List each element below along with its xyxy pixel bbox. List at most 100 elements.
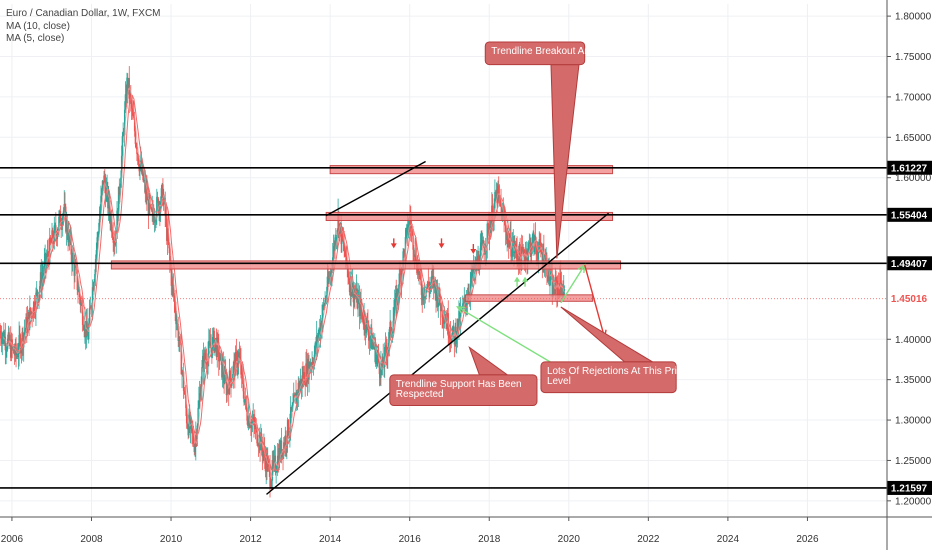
candle-body-down: [153, 215, 155, 223]
candle-body-up: [267, 460, 269, 471]
candle-body-down: [144, 179, 147, 195]
candle-body-down: [354, 293, 356, 296]
note-box: [389, 374, 538, 407]
candle-body-up: [97, 234, 99, 238]
candle-body-up: [276, 455, 279, 470]
rejection-arrow-head: [390, 243, 397, 249]
candle-body-down: [285, 435, 287, 447]
candle-body-up: [101, 180, 104, 190]
candle-body-down: [202, 355, 205, 372]
candle-body-up: [293, 395, 295, 403]
candle-body-down: [261, 447, 264, 457]
candle-body-up: [233, 360, 235, 366]
candle-body-down: [385, 345, 387, 352]
candle-body-down: [524, 257, 526, 263]
candle-body-up: [459, 310, 462, 324]
time-tick-label: 2018: [478, 534, 501, 545]
candle-body-up: [394, 293, 397, 300]
candle-body-down: [555, 277, 557, 281]
candle-body-up: [458, 310, 460, 330]
candle-body-down: [79, 297, 82, 305]
candle-body-down: [182, 371, 184, 373]
candle-body-up: [5, 349, 7, 351]
candle-body-down: [52, 230, 54, 243]
candle-body-down: [505, 232, 508, 240]
candle-body-down: [517, 258, 519, 260]
candle-body-down: [410, 219, 412, 229]
candle-body-up: [148, 196, 150, 215]
candle-body-down: [173, 295, 176, 301]
candle-body-up: [189, 418, 192, 430]
candle-body-down: [333, 245, 335, 251]
rejection-arrow-head: [438, 243, 445, 249]
candle-body-down: [247, 420, 249, 427]
level-badge: [887, 256, 932, 271]
candle-body-up: [472, 265, 474, 279]
candle-body-up: [65, 220, 68, 232]
price-tick-label: 1.40000: [895, 335, 932, 346]
candle-body-up: [250, 421, 253, 429]
candle-body-up: [549, 279, 551, 281]
candle-body-down: [320, 323, 322, 329]
candle-body-down: [507, 233, 510, 248]
candle-body-down: [167, 228, 169, 243]
candle-body-up: [455, 336, 458, 344]
candle-body-up: [39, 272, 42, 287]
bounce-arrow-head: [514, 276, 521, 282]
candle-body-up: [94, 259, 97, 275]
candle-body-up: [252, 417, 254, 422]
candle-body-down: [33, 301, 36, 313]
candle-body-down: [8, 332, 10, 345]
candle-body-down: [104, 175, 106, 186]
candle-body-down: [310, 365, 313, 367]
candle-body-down: [433, 275, 435, 288]
candle-body-down: [36, 290, 39, 297]
candle-body-up: [93, 281, 95, 291]
candle-body-down: [170, 268, 173, 286]
candle-body-down: [26, 317, 28, 333]
candle-body-up: [156, 196, 158, 218]
candle-body-up: [529, 242, 531, 244]
candle-body-up: [520, 246, 523, 270]
candle-body-up: [224, 370, 226, 383]
chart-legend: Euro / Canadian Dollar, 1W, FXCM MA (10,…: [6, 8, 161, 44]
legend-ma5: MA (5, close): [6, 33, 64, 44]
candle-body-up: [509, 232, 511, 243]
candle-body-down: [225, 377, 228, 396]
candle-body-up: [124, 94, 127, 110]
candle-body-down: [327, 276, 329, 283]
candle-body-up: [273, 455, 276, 458]
projection-arrow-head: [456, 306, 466, 315]
candle-body-down: [559, 272, 562, 283]
candle-body-up: [6, 338, 9, 350]
candle-body-up: [341, 228, 343, 244]
candle-body-down: [240, 359, 242, 375]
candle-body-up: [433, 279, 436, 288]
candle-body-up: [508, 242, 511, 248]
candle-body-down: [28, 312, 30, 329]
candle-body-up: [331, 270, 333, 273]
candle-body-down: [177, 323, 179, 341]
candle-body-down: [172, 278, 174, 285]
candle-body-up: [325, 299, 327, 301]
candle-body-up: [23, 332, 26, 335]
candle-body-up: [380, 363, 382, 378]
candle-body-down: [309, 362, 311, 370]
candle-body-down: [472, 265, 475, 274]
candle-body-up: [286, 419, 289, 445]
candle-body-up: [42, 274, 44, 277]
candle-body-down: [133, 115, 135, 119]
candle-body-down: [71, 254, 73, 264]
candle-body-down: [304, 384, 306, 386]
candle-body-down: [343, 242, 345, 252]
candle-body-down: [40, 272, 43, 289]
candle-body-down: [536, 247, 538, 256]
note-text: Respected: [396, 389, 444, 400]
candle-body-up: [392, 320, 394, 333]
candle-body-down: [215, 338, 218, 358]
candle-body-down: [223, 377, 225, 383]
candle-body-up: [27, 312, 30, 319]
candle-body-up: [387, 348, 389, 357]
